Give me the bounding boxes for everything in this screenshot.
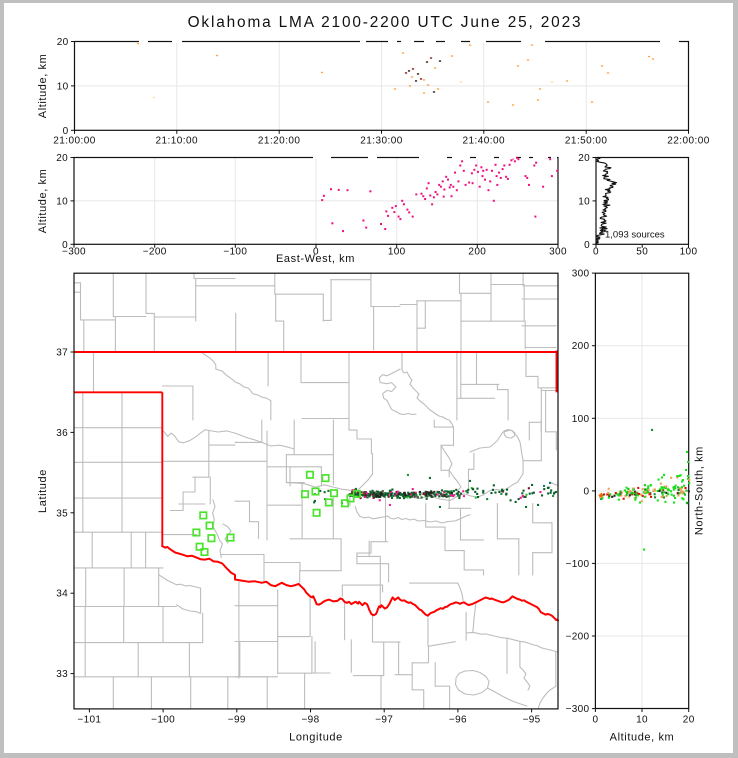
svg-text:−300: −300 bbox=[566, 704, 590, 715]
svg-text:20: 20 bbox=[578, 153, 590, 164]
svg-text:36: 36 bbox=[56, 428, 68, 439]
svg-text:0: 0 bbox=[313, 247, 319, 258]
svg-text:21:10:00: 21:10:00 bbox=[156, 136, 199, 147]
svg-text:Oklahoma LMA 2100-2200 UTC Jun: Oklahoma LMA 2100-2200 UTC June 25, 2023 bbox=[188, 14, 583, 31]
svg-text:Altitude, km: Altitude, km bbox=[37, 54, 49, 119]
svg-text:34: 34 bbox=[56, 589, 68, 600]
svg-text:20: 20 bbox=[57, 37, 69, 48]
svg-text:Altitude, km: Altitude, km bbox=[610, 732, 675, 744]
svg-text:−99: −99 bbox=[228, 715, 246, 726]
svg-text:10: 10 bbox=[636, 715, 648, 726]
svg-text:−300: −300 bbox=[62, 247, 86, 258]
svg-text:200: 200 bbox=[572, 341, 590, 352]
svg-text:Longitude: Longitude bbox=[289, 732, 343, 744]
svg-text:300: 300 bbox=[572, 269, 590, 280]
svg-text:Latitude: Latitude bbox=[37, 469, 49, 513]
svg-text:20: 20 bbox=[683, 715, 695, 726]
svg-text:−98: −98 bbox=[301, 715, 319, 726]
svg-text:0: 0 bbox=[62, 240, 68, 251]
svg-text:35: 35 bbox=[56, 508, 68, 519]
svg-text:100: 100 bbox=[572, 414, 590, 425]
svg-text:0: 0 bbox=[593, 247, 599, 258]
svg-text:10: 10 bbox=[56, 196, 68, 207]
svg-text:−200: −200 bbox=[566, 632, 590, 643]
svg-text:0: 0 bbox=[63, 126, 69, 137]
svg-text:1,093 sources: 1,093 sources bbox=[605, 230, 665, 241]
svg-text:−101: −101 bbox=[77, 715, 101, 726]
svg-text:0: 0 bbox=[584, 486, 590, 497]
svg-text:200: 200 bbox=[468, 247, 486, 258]
svg-text:−95: −95 bbox=[523, 715, 541, 726]
svg-text:−97: −97 bbox=[375, 715, 393, 726]
svg-text:21:20:00: 21:20:00 bbox=[258, 136, 301, 147]
svg-text:−100: −100 bbox=[566, 559, 590, 570]
svg-text:100: 100 bbox=[680, 247, 698, 258]
svg-text:20: 20 bbox=[56, 153, 68, 164]
svg-text:Altitude, km: Altitude, km bbox=[37, 169, 49, 234]
svg-text:10: 10 bbox=[578, 196, 590, 207]
svg-text:50: 50 bbox=[636, 247, 648, 258]
svg-text:100: 100 bbox=[388, 247, 406, 258]
svg-text:21:40:00: 21:40:00 bbox=[463, 136, 506, 147]
svg-text:10: 10 bbox=[57, 81, 69, 92]
svg-text:21:30:00: 21:30:00 bbox=[360, 136, 403, 147]
svg-text:East-West, km: East-West, km bbox=[276, 253, 355, 265]
svg-text:21:00:00: 21:00:00 bbox=[53, 136, 96, 147]
svg-text:−100: −100 bbox=[223, 247, 247, 258]
svg-text:−200: −200 bbox=[143, 247, 167, 258]
svg-text:300: 300 bbox=[549, 247, 567, 258]
svg-text:22:00:00: 22:00:00 bbox=[667, 136, 710, 147]
svg-text:−100: −100 bbox=[151, 715, 175, 726]
svg-text:33: 33 bbox=[56, 669, 68, 680]
svg-text:21:50:00: 21:50:00 bbox=[565, 136, 608, 147]
svg-text:0: 0 bbox=[584, 240, 590, 251]
svg-text:−96: −96 bbox=[449, 715, 467, 726]
svg-text:37: 37 bbox=[56, 348, 68, 359]
svg-text:0: 0 bbox=[592, 715, 598, 726]
svg-text:North-South, km: North-South, km bbox=[694, 446, 706, 535]
